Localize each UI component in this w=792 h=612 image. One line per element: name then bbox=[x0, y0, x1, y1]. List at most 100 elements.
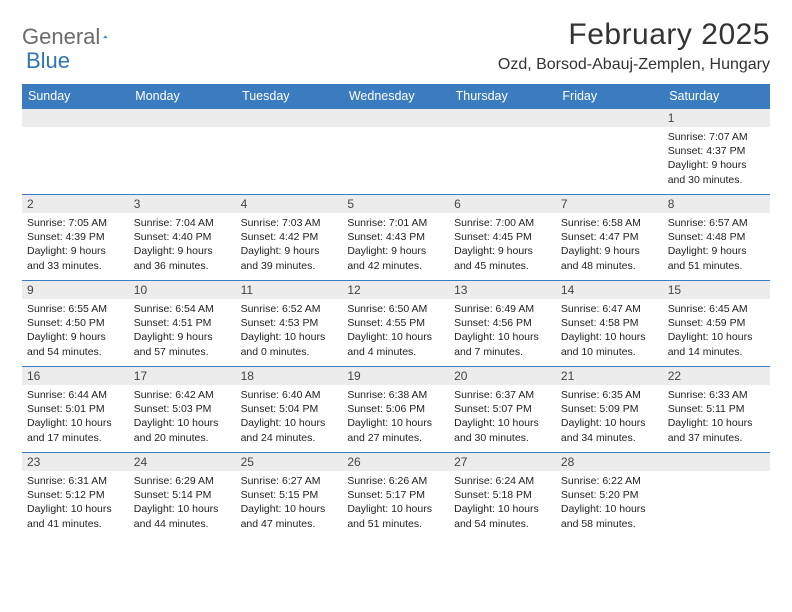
calendar-day-cell: 21 Sunrise: 6:35 AMSunset: 5:09 PMDayligh… bbox=[556, 367, 663, 453]
day-details: Sunrise: 7:01 AMSunset: 4:43 PMDaylight:… bbox=[347, 216, 444, 273]
day-number bbox=[129, 109, 236, 127]
day-details: Sunrise: 6:37 AMSunset: 5:07 PMDaylight:… bbox=[454, 388, 551, 445]
day-details: Sunrise: 7:05 AMSunset: 4:39 PMDaylight:… bbox=[27, 216, 124, 273]
day-number: 17 bbox=[129, 367, 236, 385]
weekday-header: Sunday bbox=[22, 84, 129, 109]
weekday-header: Monday bbox=[129, 84, 236, 109]
day-details: Sunrise: 6:22 AMSunset: 5:20 PMDaylight:… bbox=[561, 474, 658, 531]
calendar-week-row: 9Sunrise: 6:55 AMSunset: 4:50 PMDaylight… bbox=[22, 281, 770, 367]
calendar-table: SundayMondayTuesdayWednesdayThursdayFrid… bbox=[22, 84, 770, 539]
header: General February 2025 Ozd, Borsod-Abauj-… bbox=[22, 18, 770, 74]
calendar-day-cell: 5 Sunrise: 7:01 AMSunset: 4:43 PMDaylight… bbox=[342, 195, 449, 281]
day-details: Sunrise: 7:04 AMSunset: 4:40 PMDaylight:… bbox=[134, 216, 231, 273]
day-number: 26 bbox=[342, 453, 449, 471]
day-details: Sunrise: 6:47 AMSunset: 4:58 PMDaylight:… bbox=[561, 302, 658, 359]
day-number: 22 bbox=[663, 367, 770, 385]
calendar-day-cell: 28 Sunrise: 6:22 AMSunset: 5:20 PMDayligh… bbox=[556, 453, 663, 539]
calendar-day-cell bbox=[556, 109, 663, 195]
logo-blue-line: Blue bbox=[26, 42, 70, 74]
weekday-header: Wednesday bbox=[342, 84, 449, 109]
calendar-day-cell: 1 Sunrise: 7:07 AMSunset: 4:37 PMDaylight… bbox=[663, 109, 770, 195]
day-number bbox=[342, 109, 449, 127]
calendar-day-cell: 17Sunrise: 6:42 AMSunset: 5:03 PMDayligh… bbox=[129, 367, 236, 453]
calendar-day-cell: 16 Sunrise: 6:44 AMSunset: 5:01 PMDayligh… bbox=[22, 367, 129, 453]
day-number: 28 bbox=[556, 453, 663, 471]
day-details: Sunrise: 6:38 AMSunset: 5:06 PMDaylight:… bbox=[347, 388, 444, 445]
weekday-header: Thursday bbox=[449, 84, 556, 109]
calendar-week-row: 23Sunrise: 6:31 AMSunset: 5:12 PMDayligh… bbox=[22, 453, 770, 539]
day-details: Sunrise: 6:52 AMSunset: 4:53 PMDaylight:… bbox=[241, 302, 338, 359]
calendar-day-cell: 13 Sunrise: 6:49 AMSunset: 4:56 PMDayligh… bbox=[449, 281, 556, 367]
calendar-day-cell: 11 Sunrise: 6:52 AMSunset: 4:53 PMDayligh… bbox=[236, 281, 343, 367]
calendar-day-cell: 14 Sunrise: 6:47 AMSunset: 4:58 PMDayligh… bbox=[556, 281, 663, 367]
day-details: Sunrise: 6:26 AMSunset: 5:17 PMDaylight:… bbox=[347, 474, 444, 531]
calendar-day-cell: 9Sunrise: 6:55 AMSunset: 4:50 PMDaylight… bbox=[22, 281, 129, 367]
calendar-day-cell: 20 Sunrise: 6:37 AMSunset: 5:07 PMDayligh… bbox=[449, 367, 556, 453]
calendar-day-cell: 26 Sunrise: 6:26 AMSunset: 5:17 PMDayligh… bbox=[342, 453, 449, 539]
calendar-day-cell: 6 Sunrise: 7:00 AMSunset: 4:45 PMDaylight… bbox=[449, 195, 556, 281]
day-number: 4 bbox=[236, 195, 343, 213]
calendar-day-cell: 24Sunrise: 6:29 AMSunset: 5:14 PMDayligh… bbox=[129, 453, 236, 539]
day-number: 14 bbox=[556, 281, 663, 299]
day-number: 2 bbox=[22, 195, 129, 213]
calendar-day-cell: 7 Sunrise: 6:58 AMSunset: 4:47 PMDaylight… bbox=[556, 195, 663, 281]
day-details: Sunrise: 6:57 AMSunset: 4:48 PMDaylight:… bbox=[668, 216, 765, 273]
day-number bbox=[556, 109, 663, 127]
calendar-day-cell bbox=[342, 109, 449, 195]
calendar-day-cell bbox=[449, 109, 556, 195]
day-number: 1 bbox=[663, 109, 770, 127]
day-details: Sunrise: 6:31 AMSunset: 5:12 PMDaylight:… bbox=[27, 474, 124, 531]
day-details: Sunrise: 6:54 AMSunset: 4:51 PMDaylight:… bbox=[134, 302, 231, 359]
calendar-day-cell: 3 Sunrise: 7:04 AMSunset: 4:40 PMDaylight… bbox=[129, 195, 236, 281]
calendar-day-cell: 12Sunrise: 6:50 AMSunset: 4:55 PMDayligh… bbox=[342, 281, 449, 367]
day-details: Sunrise: 7:07 AMSunset: 4:37 PMDaylight:… bbox=[668, 130, 765, 187]
calendar-day-cell: 8 Sunrise: 6:57 AMSunset: 4:48 PMDaylight… bbox=[663, 195, 770, 281]
day-number: 19 bbox=[342, 367, 449, 385]
day-number: 11 bbox=[236, 281, 343, 299]
day-number: 20 bbox=[449, 367, 556, 385]
calendar-day-cell: 23Sunrise: 6:31 AMSunset: 5:12 PMDayligh… bbox=[22, 453, 129, 539]
day-details: Sunrise: 6:44 AMSunset: 5:01 PMDaylight:… bbox=[27, 388, 124, 445]
day-number: 6 bbox=[449, 195, 556, 213]
location-text: Ozd, Borsod-Abauj-Zemplen, Hungary bbox=[498, 56, 770, 74]
weekday-header: Tuesday bbox=[236, 84, 343, 109]
day-details: Sunrise: 6:35 AMSunset: 5:09 PMDaylight:… bbox=[561, 388, 658, 445]
day-details: Sunrise: 6:40 AMSunset: 5:04 PMDaylight:… bbox=[241, 388, 338, 445]
day-details: Sunrise: 6:58 AMSunset: 4:47 PMDaylight:… bbox=[561, 216, 658, 273]
calendar-day-cell: 10 Sunrise: 6:54 AMSunset: 4:51 PMDayligh… bbox=[129, 281, 236, 367]
day-number bbox=[22, 109, 129, 127]
day-number: 13 bbox=[449, 281, 556, 299]
day-details: Sunrise: 6:55 AMSunset: 4:50 PMDaylight:… bbox=[27, 302, 124, 359]
day-number: 16 bbox=[22, 367, 129, 385]
weekday-header-row: SundayMondayTuesdayWednesdayThursdayFrid… bbox=[22, 84, 770, 109]
day-number: 25 bbox=[236, 453, 343, 471]
day-details: Sunrise: 7:00 AMSunset: 4:45 PMDaylight:… bbox=[454, 216, 551, 273]
calendar-day-cell: 18 Sunrise: 6:40 AMSunset: 5:04 PMDayligh… bbox=[236, 367, 343, 453]
day-number bbox=[449, 109, 556, 127]
calendar-day-cell: 25 Sunrise: 6:27 AMSunset: 5:15 PMDayligh… bbox=[236, 453, 343, 539]
day-number: 18 bbox=[236, 367, 343, 385]
logo-sail-icon bbox=[103, 27, 108, 47]
day-number: 3 bbox=[129, 195, 236, 213]
calendar-day-cell: 27Sunrise: 6:24 AMSunset: 5:18 PMDayligh… bbox=[449, 453, 556, 539]
day-number: 8 bbox=[663, 195, 770, 213]
day-number: 21 bbox=[556, 367, 663, 385]
day-number: 5 bbox=[342, 195, 449, 213]
day-number bbox=[663, 453, 770, 471]
calendar-day-cell: 2 Sunrise: 7:05 AMSunset: 4:39 PMDaylight… bbox=[22, 195, 129, 281]
calendar-week-row: 16 Sunrise: 6:44 AMSunset: 5:01 PMDayligh… bbox=[22, 367, 770, 453]
calendar-day-cell: 22Sunrise: 6:33 AMSunset: 5:11 PMDayligh… bbox=[663, 367, 770, 453]
day-details: Sunrise: 6:27 AMSunset: 5:15 PMDaylight:… bbox=[241, 474, 338, 531]
day-number: 10 bbox=[129, 281, 236, 299]
day-number: 7 bbox=[556, 195, 663, 213]
calendar-day-cell: 4Sunrise: 7:03 AMSunset: 4:42 PMDaylight… bbox=[236, 195, 343, 281]
day-details: Sunrise: 6:49 AMSunset: 4:56 PMDaylight:… bbox=[454, 302, 551, 359]
calendar-week-row: 1 Sunrise: 7:07 AMSunset: 4:37 PMDaylight… bbox=[22, 109, 770, 195]
logo-text-blue: Blue bbox=[26, 48, 70, 74]
calendar-day-cell bbox=[236, 109, 343, 195]
calendar-body: 1 Sunrise: 7:07 AMSunset: 4:37 PMDaylight… bbox=[22, 109, 770, 539]
calendar-day-cell bbox=[129, 109, 236, 195]
day-number: 12 bbox=[342, 281, 449, 299]
calendar-day-cell: 19 Sunrise: 6:38 AMSunset: 5:06 PMDayligh… bbox=[342, 367, 449, 453]
calendar-day-cell bbox=[663, 453, 770, 539]
